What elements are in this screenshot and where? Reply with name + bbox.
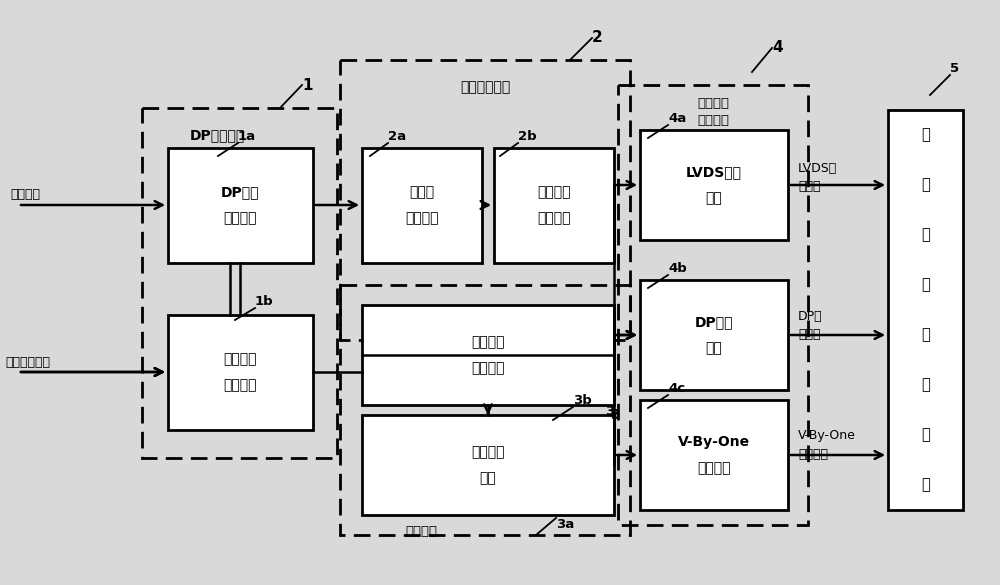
Bar	[494, 148, 614, 263]
Text: 1b: 1b	[255, 295, 274, 308]
Text: 测试信号: 测试信号	[798, 448, 828, 460]
Text: 帧率变换: 帧率变换	[537, 185, 571, 199]
Text: 1a: 1a	[238, 130, 256, 143]
Text: 试信号: 试信号	[798, 329, 820, 342]
Text: 缓冲模块: 缓冲模块	[537, 212, 571, 225]
Text: 3a: 3a	[556, 518, 574, 531]
Text: 晶: 晶	[921, 177, 930, 192]
Text: 图像处理单元: 图像处理单元	[460, 80, 510, 94]
Text: 适配模块: 适配模块	[405, 212, 439, 225]
Text: 模: 模	[921, 228, 930, 243]
Text: 辅助通道信号: 辅助通道信号	[5, 356, 50, 369]
Bar	[640, 130, 788, 240]
Text: LVDS测: LVDS测	[798, 161, 837, 174]
Text: 编码模块: 编码模块	[697, 461, 731, 475]
Text: 模块: 模块	[480, 471, 496, 485]
Text: 人机交互: 人机交互	[471, 445, 505, 459]
Text: 1: 1	[302, 77, 312, 92]
Text: 试: 试	[921, 377, 930, 393]
Text: V-By-One: V-By-One	[798, 429, 856, 442]
Text: 分辨率: 分辨率	[409, 185, 435, 199]
Bar	[640, 280, 788, 390]
Text: 3: 3	[610, 408, 620, 422]
Text: 2: 2	[592, 30, 603, 46]
Text: 5: 5	[950, 62, 959, 75]
Text: 4b: 4b	[668, 262, 687, 275]
Bar	[362, 148, 482, 263]
Text: 视频输出: 视频输出	[697, 97, 729, 110]
Text: DP视频: DP视频	[221, 185, 260, 199]
Text: 液: 液	[921, 128, 930, 143]
Text: LVDS编码: LVDS编码	[686, 165, 742, 179]
Text: 3: 3	[605, 405, 614, 418]
Text: 编码单元: 编码单元	[697, 114, 729, 127]
Text: 4: 4	[772, 40, 783, 56]
Text: DP编码: DP编码	[695, 315, 733, 329]
Text: 试信号: 试信号	[798, 180, 820, 192]
Text: DP解码单元: DP解码单元	[189, 128, 245, 142]
Text: 视频信号: 视频信号	[10, 188, 40, 201]
Text: 读写模块: 读写模块	[471, 361, 505, 375]
Text: 模块: 模块	[706, 341, 722, 355]
Text: 4a: 4a	[668, 112, 686, 125]
Text: DP测: DP测	[798, 311, 823, 324]
Bar	[618, 85, 808, 525]
Text: V-By-One: V-By-One	[678, 435, 750, 449]
Bar	[340, 285, 630, 535]
Bar	[142, 108, 337, 458]
Text: 4c: 4c	[668, 382, 685, 395]
Text: 模组信息: 模组信息	[471, 335, 505, 349]
Text: 控制单元: 控制单元	[405, 525, 437, 538]
Text: 辅助通道: 辅助通道	[224, 353, 257, 366]
Text: 接: 接	[921, 428, 930, 442]
Text: 口: 口	[921, 477, 930, 493]
Bar	[640, 400, 788, 510]
Text: 3b: 3b	[573, 394, 592, 407]
Bar	[888, 110, 963, 510]
Text: 解码模块: 解码模块	[224, 378, 257, 393]
Text: 组: 组	[921, 277, 930, 292]
Text: 解码模块: 解码模块	[224, 212, 257, 225]
Bar	[340, 60, 630, 340]
Text: 模块: 模块	[706, 191, 722, 205]
Text: 测: 测	[921, 328, 930, 342]
Bar	[362, 305, 614, 405]
Text: 2a: 2a	[388, 130, 406, 143]
Bar	[168, 315, 313, 430]
Text: 2b: 2b	[518, 130, 537, 143]
Bar	[362, 415, 614, 515]
Bar	[168, 148, 313, 263]
